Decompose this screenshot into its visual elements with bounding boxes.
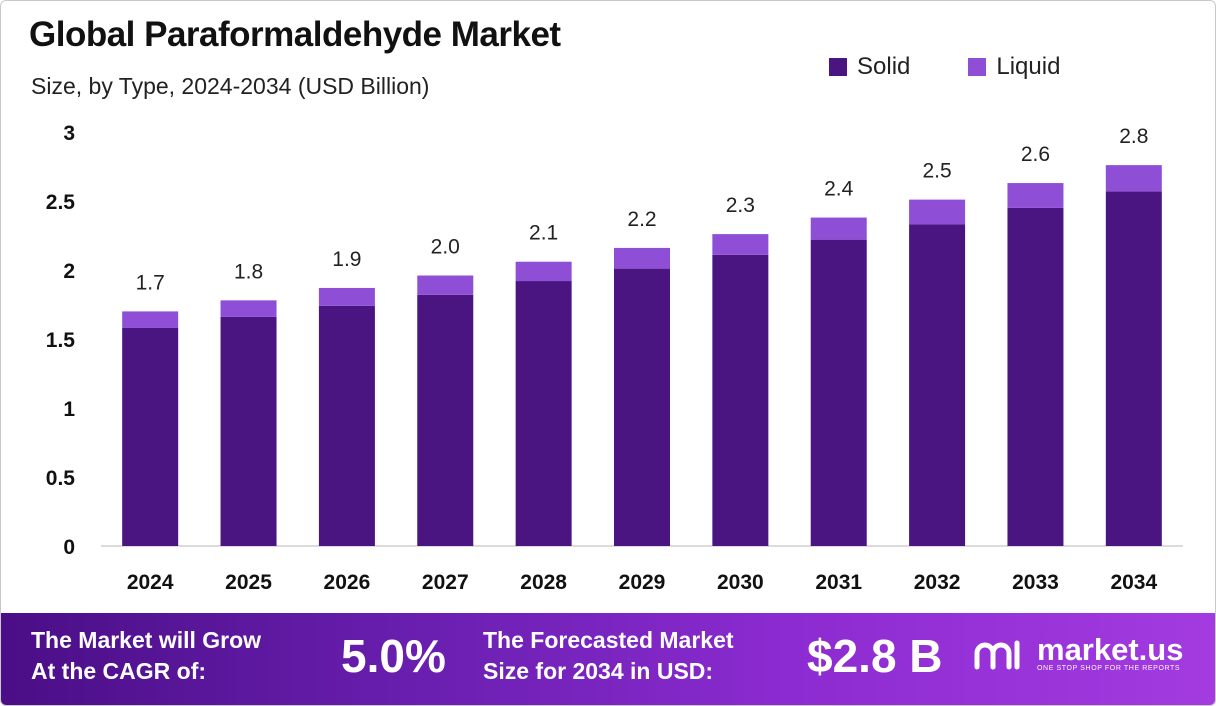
bar-liquid-2034	[1105, 165, 1162, 192]
cagr-label: The Market will Grow At the CAGR of:	[31, 625, 331, 687]
legend-label-solid: Solid	[857, 53, 911, 80]
bar-liquid-2031	[810, 217, 867, 240]
y-tick-label: 2.5	[46, 191, 76, 214]
bar-solid-2034	[1105, 191, 1162, 546]
x-tick-label-2029: 2029	[619, 571, 666, 594]
x-tick-label-2024: 2024	[127, 571, 174, 594]
bar-liquid-2033	[1007, 183, 1064, 208]
bar-liquid-2029	[614, 247, 670, 269]
y-tick-label: 2	[63, 260, 75, 283]
chart-title: Global Paraformaldehyde Market	[29, 15, 561, 54]
data-label-total-2032: 2.5	[922, 160, 951, 183]
y-tick-label: 3	[63, 122, 75, 145]
bar-liquid-2024	[122, 311, 179, 328]
x-tick-label-2025: 2025	[225, 571, 272, 594]
bar-liquid-2032	[909, 199, 966, 225]
legend-swatch-solid	[829, 58, 847, 76]
brand-tagline: ONE STOP SHOP FOR THE REPORTS	[1037, 665, 1181, 672]
x-tick-label-2026: 2026	[324, 571, 371, 594]
cagr-value: 5.0%	[341, 630, 446, 682]
legend-swatch-liquid	[968, 58, 987, 76]
cagr-label-line1: The Market will Grow	[31, 627, 262, 653]
market-us-logo-icon	[974, 640, 1020, 669]
bar-solid-2030	[712, 254, 769, 546]
forecast-size-label-line1: The Forecasted Market	[483, 627, 734, 653]
data-label-total-2027: 2.0	[431, 236, 460, 259]
data-label-total-2029: 2.2	[627, 208, 656, 231]
y-tick-label: 0	[63, 536, 75, 559]
data-label-total-2031: 2.4	[824, 178, 854, 201]
bar-solid-2029	[614, 268, 670, 546]
data-label-total-2028: 2.1	[529, 222, 558, 245]
data-label-total-2034: 2.8	[1119, 125, 1148, 148]
legend-label-liquid: Liquid	[996, 53, 1061, 80]
y-tick-label: 1	[63, 398, 75, 421]
bar-solid-2024	[122, 327, 179, 546]
bar-solid-2027	[417, 294, 474, 546]
bar-liquid-2025	[220, 300, 277, 317]
bar-solid-2033	[1007, 207, 1064, 546]
data-label-total-2026: 1.9	[332, 248, 361, 271]
bar-solid-2032	[909, 224, 966, 546]
bar-liquid-2027	[417, 275, 474, 295]
x-tick-label-2031: 2031	[815, 571, 862, 594]
x-tick-label-2034: 2034	[1110, 571, 1157, 594]
data-label-total-2033: 2.6	[1021, 143, 1050, 166]
x-tick-label-2027: 2027	[422, 571, 469, 594]
bar-solid-2028	[515, 281, 572, 546]
bar-solid-2031	[810, 239, 867, 546]
y-tick-label: 1.5	[46, 329, 76, 352]
summary-footer: The Market will Grow At the CAGR of: 5.0…	[1, 613, 1215, 705]
x-tick-label-2030: 2030	[717, 571, 764, 594]
bar-solid-2026	[318, 305, 375, 546]
chart-legend: Solid Liquid	[829, 53, 1060, 81]
bar-liquid-2030	[712, 234, 769, 255]
x-tick-label-2028: 2028	[520, 571, 567, 594]
forecast-size-value: $2.8 B	[807, 630, 943, 682]
cagr-label-line2: At the CAGR of:	[31, 658, 207, 684]
legend-item-liquid: Liquid	[968, 53, 1060, 81]
chart-subtitle: Size, by Type, 2024-2034 (USD Billion)	[31, 73, 430, 99]
data-label-total-2024: 1.7	[136, 271, 165, 294]
brand-name: market.us	[1037, 632, 1184, 667]
bar-liquid-2026	[318, 287, 375, 306]
y-tick-label: 0.5	[46, 467, 76, 490]
legend-item-solid: Solid	[829, 53, 910, 81]
data-label-total-2030: 2.3	[726, 194, 755, 217]
x-tick-label-2033: 2033	[1012, 571, 1059, 594]
brand-logo: market.us ONE STOP SHOP FOR THE REPORTS	[973, 632, 1184, 672]
x-tick-label-2032: 2032	[914, 571, 961, 594]
data-label-total-2025: 1.8	[234, 260, 263, 283]
bar-solid-2025	[220, 316, 277, 546]
bar-liquid-2028	[515, 261, 572, 282]
forecast-size-label: The Forecasted Market Size for 2034 in U…	[483, 625, 803, 687]
bar-chart: 0 0.5 1 1.5 2 2.5 3 1.7 2024 1.8 2025 1.9 2026 2.0 202…	[46, 122, 1183, 594]
forecast-size-label-line2: Size for 2034 in USD:	[483, 658, 714, 684]
